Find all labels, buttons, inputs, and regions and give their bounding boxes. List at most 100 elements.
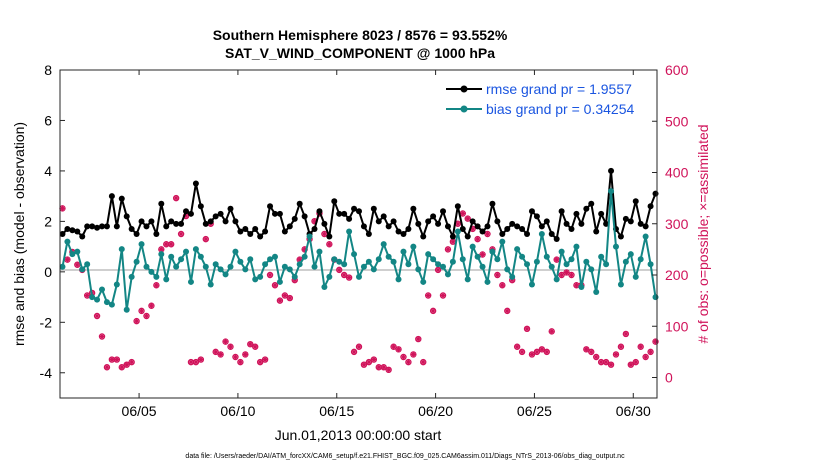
bias-point: [242, 266, 249, 273]
obs-assimilated-point: [376, 364, 382, 370]
rmse-point: [286, 223, 293, 230]
obs-assimilated-point: [484, 231, 491, 237]
rmse-point: [598, 210, 605, 217]
bias-point: [267, 256, 274, 263]
obs-assimilated-point: [504, 308, 510, 314]
rmse-point: [360, 223, 367, 230]
rmse-point: [390, 218, 397, 225]
obs-assimilated-point: [549, 328, 555, 334]
rmse-point: [242, 225, 249, 232]
bias-point: [276, 278, 283, 285]
bias-point: [494, 256, 501, 263]
rmse-point: [454, 203, 461, 210]
bias-point: [128, 273, 135, 280]
rmse-point: [227, 205, 234, 212]
rmse-point: [257, 233, 264, 240]
obs-assimilated-point: [381, 364, 387, 370]
legend: rmse grand pr = 1.9557 bias grand pr = 0…: [440, 76, 652, 120]
obs-assimilated-point: [628, 362, 634, 368]
obs-assimilated-point: [371, 356, 377, 363]
bias-point: [469, 243, 476, 250]
rmse-point: [301, 213, 308, 220]
bias-point: [524, 261, 531, 268]
bias-point: [153, 273, 160, 280]
rmse-point: [405, 225, 412, 232]
bias-point: [94, 296, 101, 303]
obs-assimilated-point: [573, 282, 580, 288]
x-tick-label: 06/30: [616, 403, 651, 419]
obs-assimilated-point: [435, 267, 441, 273]
rmse-point: [59, 231, 66, 237]
rmse-point: [400, 231, 407, 237]
obs-assimilated-point: [267, 272, 273, 278]
obs-assimilated-point: [124, 362, 130, 368]
obs-assimilated-point: [415, 336, 421, 342]
obs-assimilated-point: [603, 359, 609, 365]
rmse-point: [217, 210, 224, 217]
bias-point: [331, 256, 338, 263]
legend-bias-marker: [460, 105, 468, 113]
rmse-point: [548, 231, 555, 237]
obs-assimilated-point: [539, 346, 545, 352]
rmse-point: [183, 208, 190, 215]
obs-assimilated-point: [287, 295, 293, 301]
bias-point: [247, 256, 254, 263]
obs-assimilated-point: [143, 313, 150, 319]
rmse-point: [563, 220, 570, 227]
obs-assimilated-point: [351, 349, 357, 355]
bias-point: [479, 263, 486, 270]
bias-point: [168, 253, 175, 260]
obs-assimilated-point: [519, 349, 525, 355]
obs-assimilated-point: [430, 308, 436, 314]
bias-point: [89, 294, 96, 301]
obs-assimilated-point: [563, 269, 570, 276]
rmse-point: [103, 223, 110, 230]
bias-point: [326, 273, 333, 280]
rmse-point: [642, 223, 649, 230]
rmse-point: [543, 218, 550, 225]
obs-assimilated-point: [326, 241, 332, 247]
rmse-point: [558, 208, 565, 215]
obs-assimilated-point: [183, 213, 189, 219]
bias-point: [301, 253, 308, 260]
bias-point: [252, 276, 259, 283]
obs-assimilated-point: [652, 339, 659, 345]
obs-assimilated-point: [514, 344, 520, 350]
obs-assimilated-point: [613, 351, 619, 358]
rmse-point: [444, 223, 451, 230]
obs-assimilated-point: [94, 313, 100, 319]
rmse-point: [346, 215, 353, 222]
obs-assimilated-point: [475, 236, 481, 242]
bias-point: [380, 241, 387, 248]
series-layer: [59, 167, 659, 313]
rmse-point: [74, 228, 81, 235]
bias-point: [138, 241, 145, 248]
rmse-point: [113, 223, 120, 230]
x-tick-label: 06/20: [418, 403, 453, 419]
bias-point: [148, 268, 155, 275]
obs-assimilated-point: [544, 349, 550, 355]
obs-assimilated-point: [114, 356, 120, 363]
bias-point: [528, 281, 535, 288]
bias-point: [355, 273, 362, 280]
rmse-point: [276, 210, 283, 217]
bias-point: [133, 258, 140, 265]
bias-point: [425, 251, 432, 258]
bias-point: [271, 253, 278, 260]
rmse-point: [608, 167, 615, 174]
rmse-point: [212, 213, 219, 220]
rmse-point: [267, 203, 274, 210]
bias-point: [84, 261, 91, 268]
bias-point: [637, 256, 644, 263]
obs-assimilated-point: [465, 216, 471, 222]
rmse-point: [449, 233, 456, 240]
obs-assimilated-point: [252, 344, 258, 350]
rmse-point: [385, 223, 392, 230]
rmse-point: [148, 218, 155, 225]
obs-assimilated-point: [608, 362, 614, 368]
obs-assimilated-point: [470, 226, 476, 232]
bias-point: [192, 246, 199, 253]
obs-assimilated-point: [59, 205, 66, 211]
bias-point: [514, 246, 521, 253]
rmse-point: [202, 220, 209, 227]
